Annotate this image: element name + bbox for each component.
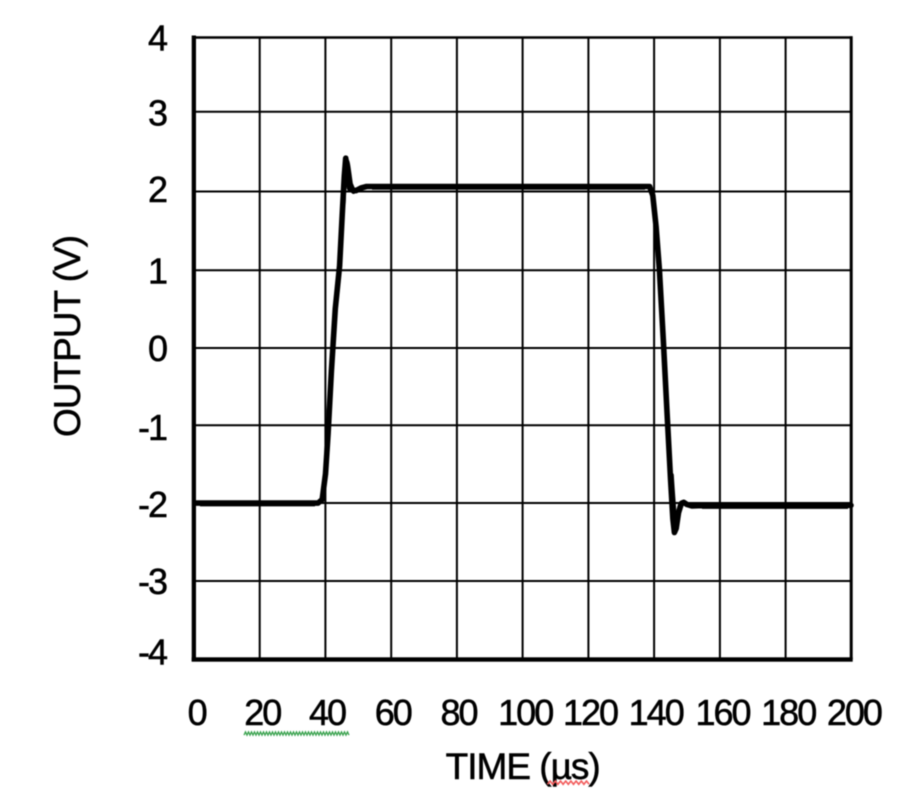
svg-text:4: 4 (148, 18, 167, 59)
svg-text:OUTPUT (V): OUTPUT (V) (47, 236, 88, 437)
svg-text:40: 40 (309, 692, 346, 733)
svg-text:-1: -1 (138, 407, 167, 448)
svg-text:20: 20 (244, 692, 281, 733)
svg-text:-3: -3 (138, 561, 167, 602)
svg-text:TIME (µs): TIME (µs) (446, 746, 600, 787)
svg-text:2: 2 (148, 169, 167, 210)
svg-text:-4: -4 (138, 631, 167, 672)
svg-text:80: 80 (440, 692, 477, 733)
svg-text:-2: -2 (138, 484, 167, 525)
svg-text:1: 1 (148, 250, 167, 291)
svg-text:120: 120 (563, 692, 618, 733)
svg-text:0: 0 (188, 692, 207, 733)
svg-text:160: 160 (695, 692, 750, 733)
svg-text:180: 180 (761, 692, 816, 733)
svg-text:0: 0 (148, 328, 167, 369)
svg-text:140: 140 (629, 692, 684, 733)
svg-text:200: 200 (827, 692, 882, 733)
svg-text:60: 60 (375, 692, 412, 733)
svg-text:3: 3 (148, 93, 167, 134)
svg-text:100: 100 (498, 692, 553, 733)
